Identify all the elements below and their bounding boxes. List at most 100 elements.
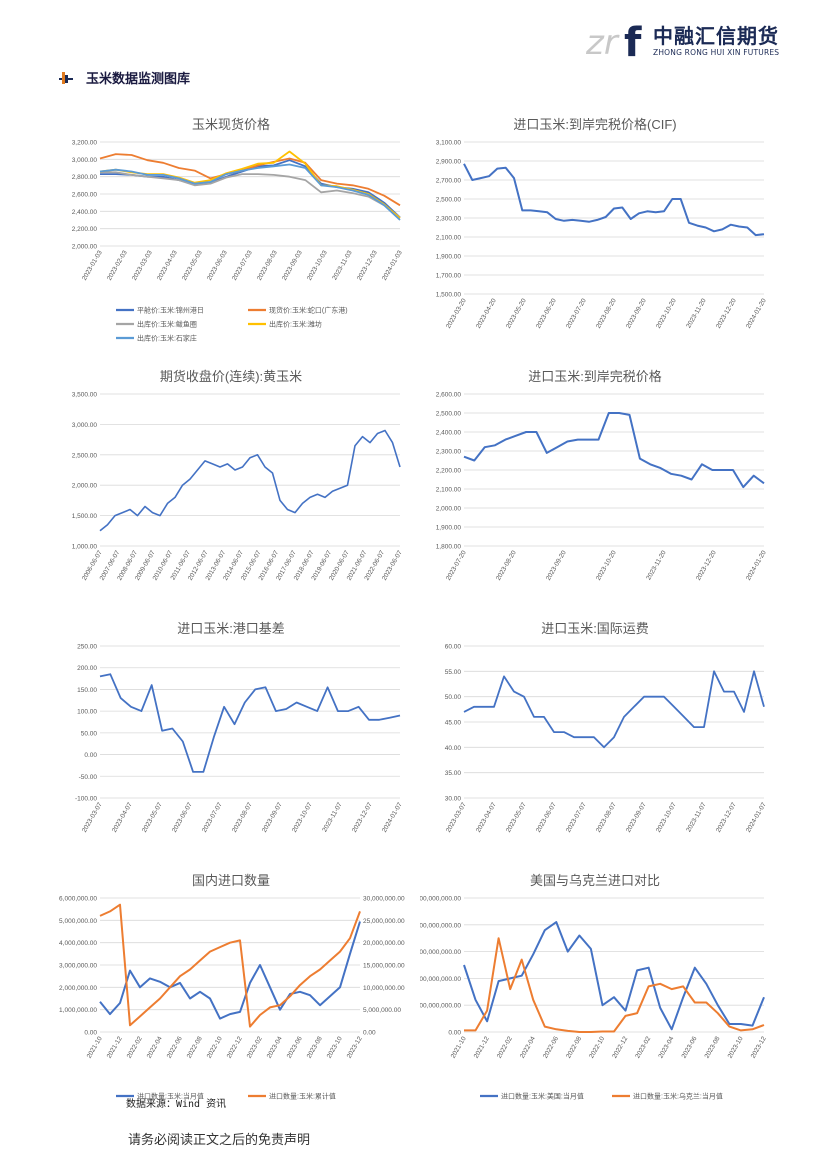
c1-svg: 玉米现货价格 2,000.00 2,200.00 2,400.00 2,600.00 2,…: [72, 117, 404, 343]
c5-ytick: 0.00: [84, 752, 97, 759]
c7-title: 国内进口数量: [192, 873, 270, 888]
c4-title: 进口玉米:到岸完税价格: [528, 369, 662, 384]
c5-xtick: 2023-04-07: [111, 801, 134, 834]
c4-ytick: 2,200.00: [436, 468, 462, 475]
c5-ytick: 200.00: [77, 665, 97, 672]
logo-mark-icon: zr f: [585, 20, 642, 66]
c2-ytick: 1,700.00: [436, 273, 462, 280]
c4-svg: 进口玉米:到岸完税价格 1,800.00 1,900.00 2,000.00 2,100…: [436, 369, 768, 582]
c2-ytick: 1,900.00: [436, 254, 462, 261]
disclaimer-link[interactable]: 请务必阅读正文之后的免责声明: [128, 1133, 311, 1148]
c3-ytick: 2,500.00: [72, 452, 98, 459]
c5-xtick: 2024-01-07: [381, 801, 404, 834]
c5-ytick: 100.00: [77, 709, 97, 716]
c4-xtick: 2023-08-20: [495, 549, 518, 582]
c5-xtick: 2023-07-07: [201, 801, 224, 834]
logo-chinese-name: 中融汇信期货: [653, 24, 779, 48]
section-title: 玉米数据监测图库: [56, 68, 190, 87]
c7-series-line-1: [99, 903, 361, 1028]
c1-xtick: 2023-07-03: [231, 249, 254, 282]
c6-ytick: 45.00: [445, 720, 462, 727]
logo-english-name: ZHONG RONG HUI XIN FUTURES: [653, 48, 780, 57]
c4-series-line-0: [463, 412, 765, 489]
c7-legend-label: 进口数量:玉米:累计值: [269, 1092, 336, 1101]
c7-legend-label: 进口数量:玉米:当月值: [137, 1092, 204, 1101]
c7-xtick: 2022-04: [146, 1035, 164, 1059]
c4-xtick: 2023-10-20: [595, 549, 618, 582]
c2-ytick: 3,100.00: [436, 140, 462, 147]
c2-xtick: 2023-06-20: [535, 297, 558, 330]
c6-xtick: 2023-06-07: [535, 801, 558, 834]
c4-xtick: 2024-01-20: [745, 549, 768, 582]
c4-ytick: 1,800.00: [436, 544, 462, 551]
chart-import-duty-paid: 进口玉米:到岸完税价格 1,800.00 1,900.00 2,000.00 2,100…: [420, 364, 770, 604]
c4-xtick: 2023-09-20: [545, 549, 568, 582]
c7-xtick: 2023-10: [326, 1035, 344, 1059]
c1-ytick: 2,000.00: [72, 244, 98, 251]
c1-series-line-1: [99, 153, 401, 207]
c8-ytick: 0.00: [448, 1030, 461, 1037]
svg-text:zr: zr: [586, 23, 620, 62]
c8-xtick: 2022-04: [519, 1035, 537, 1059]
c7-xtick: 2023-06: [286, 1035, 304, 1059]
c2-xtick: 2023-12-20: [715, 297, 738, 330]
c3-ytick: 3,000.00: [72, 422, 98, 429]
c8-legend-label: 进口数量:玉米:美国:当月值: [501, 1092, 584, 1101]
c7-y2tick: 25,000,000.00: [363, 918, 405, 925]
c8-xtick: 2023-02: [634, 1035, 652, 1059]
c2-xtick: 2023-07-20: [565, 297, 588, 330]
c1-xtick: 2023-03-03: [131, 249, 154, 282]
c8-ytick: 1,000,000,000.00: [420, 976, 461, 983]
c7-y2tick: 5,000,000.00: [363, 1007, 401, 1014]
c2-ytick: 2,300.00: [436, 216, 462, 223]
c8-legend-label: 进口数量:玉米:乌克兰:当月值: [633, 1092, 723, 1101]
c2-xtick: 2023-11-20: [685, 297, 708, 329]
c8-xtick: 2021-10: [450, 1035, 468, 1059]
c1-xtick: 2023-01-03: [81, 249, 104, 282]
c1-ytick: 2,400.00: [72, 209, 98, 216]
c5-ytick: -100.00: [75, 796, 97, 803]
c8-xtick: 2023-04: [657, 1035, 675, 1059]
c1-legend-label: 现货价:玉米:蛇口(广东港): [269, 306, 348, 315]
c6-xtick: 2023-08-07: [595, 801, 618, 834]
c2-xtick: 2023-10-20: [655, 297, 678, 330]
c7-xtick: 2023-12: [346, 1035, 364, 1059]
c4-ytick: 2,600.00: [436, 392, 462, 399]
c8-ytick: 2,000,000,000.00: [420, 922, 461, 929]
company-logo: zr f 中融汇信期货 ZHONG RONG HUI XIN FUTURES: [585, 18, 780, 66]
c1-xtick: 2024-01-03: [381, 249, 404, 282]
c3-ytick: 3,500.00: [72, 392, 98, 399]
c1-xtick: 2023-11-03: [331, 249, 354, 281]
c1-ytick: 2,200.00: [72, 226, 98, 233]
c1-xtick: 2023-04-03: [156, 249, 179, 282]
c5-ytick: -50.00: [79, 774, 98, 781]
c7-ytick: 4,000,000.00: [59, 940, 97, 947]
c7-xtick: 2022-12: [226, 1035, 244, 1059]
c6-xtick: 2023-09-07: [625, 801, 648, 834]
c2-xtick: 2023-03-20: [445, 297, 468, 330]
c6-svg: 进口玉米:国际运费 30.00 35.00 40.00 45.00 50.00 55.00 6…: [445, 621, 768, 834]
c1-ytick: 3,000.00: [72, 157, 98, 164]
c1-legend-label: 出库价:玉米:鲅鱼圈: [137, 320, 197, 329]
c1-xtick: 2023-02-03: [106, 249, 129, 282]
c3-ytick: 1,000.00: [72, 544, 98, 551]
c4-ytick: 2,500.00: [436, 411, 462, 418]
c5-ytick: 250.00: [77, 644, 97, 651]
c8-xtick: 2023-06: [681, 1035, 699, 1059]
c7-ytick: 5,000,000.00: [59, 918, 97, 925]
c3-ytick: 2,000.00: [72, 483, 98, 490]
c1-ytick: 2,800.00: [72, 174, 98, 181]
c8-xtick: 2023-10: [727, 1035, 745, 1059]
c8-xtick: 2022-10: [588, 1035, 606, 1059]
c2-ytick: 2,100.00: [436, 235, 462, 242]
c5-xtick: 2023-11-07: [321, 801, 344, 833]
c4-xtick: 2023-11-20: [645, 549, 668, 581]
c1-xtick: 2023-06-03: [206, 249, 229, 282]
c4-xtick: 2023-12-20: [695, 549, 718, 582]
c7-y2tick: 10,000,000.00: [363, 985, 405, 992]
c7-xtick: 2022-08: [186, 1035, 204, 1059]
c1-legend-label: 出库价:玉米:潍坊: [269, 320, 322, 329]
c4-ytick: 2,000.00: [436, 506, 462, 513]
svg-text:f: f: [624, 20, 642, 62]
c8-xtick: 2022-08: [565, 1035, 583, 1059]
